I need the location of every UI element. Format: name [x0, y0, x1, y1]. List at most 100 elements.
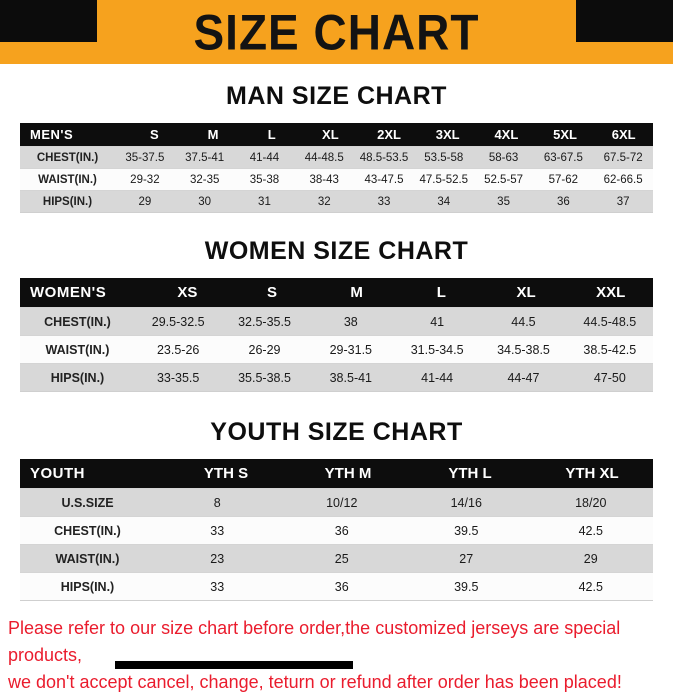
value-cell: 18/20	[575, 495, 607, 510]
value-cell: 62-66.5	[603, 173, 643, 186]
order-policy-line-2: we don't accept cancel, change, teturn o…	[8, 672, 622, 692]
section-women: WOMEN SIZE CHART WOMEN'S XS S M L XL XXL CHEST(…	[0, 237, 673, 392]
corner-block-left	[0, 0, 97, 42]
value-cell: 38.5-41	[329, 370, 373, 385]
table-row: WAIST(IN.) 23 25 27 29	[20, 544, 653, 572]
men-size-table: MEN'S S M L XL 2XL 3XL 4XL 5XL 6XL CHEST(IN.) 35-37…	[20, 123, 653, 213]
order-policy-line-1: Please refer to our size chart before or…	[8, 618, 621, 665]
row-label: CHEST(IN.)	[36, 151, 99, 164]
value-cell: 42.5	[578, 523, 603, 538]
value-cell: 43-47.5	[364, 173, 404, 186]
header-cell: YTH S	[203, 465, 249, 482]
table-header-row: YOUTH YTH S YTH M YTH L YTH XL	[20, 459, 653, 488]
value-cell: 33	[210, 579, 225, 594]
value-cell: 27	[459, 551, 474, 566]
value-cell: 36	[334, 579, 349, 594]
header-cell: S	[267, 284, 278, 301]
table-header-row: WOMEN'S XS S M L XL XXL	[20, 278, 653, 307]
header-cell: M	[207, 127, 219, 142]
size-charts: MAN SIZE CHART MEN'S S M L XL 2XL 3XL 4XL 5XL 6XL…	[0, 82, 673, 696]
value-cell: 30	[198, 195, 212, 208]
header-cell: XL	[516, 284, 536, 301]
page-title: SIZE CHART	[193, 3, 480, 61]
row-label: CHEST(IN.)	[54, 523, 121, 538]
value-cell: 58-63	[488, 151, 519, 164]
section-youth: YOUTH SIZE CHART YOUTH YTH S YTH M YTH L YTH…	[0, 418, 673, 601]
value-cell: 39.5	[454, 579, 479, 594]
header-cell: 3XL	[435, 127, 460, 142]
value-cell: 33	[377, 195, 391, 208]
row-label: HIPS(IN.)	[60, 579, 115, 594]
value-cell: 29-32	[130, 173, 160, 186]
value-cell: 10/12	[326, 495, 358, 510]
header-cell: YTH M	[324, 465, 372, 482]
header-cell: M	[350, 284, 363, 301]
value-cell: 38.5-42.5	[583, 342, 637, 357]
section-heading-men: MAN SIZE CHART	[226, 82, 447, 110]
value-cell: 34.5-38.5	[497, 342, 550, 357]
value-cell: 52.5-57	[484, 173, 524, 186]
header-cell: 2XL	[377, 127, 401, 142]
header-cell: 5XL	[553, 127, 577, 142]
bottom-black-bar	[115, 661, 353, 669]
value-cell: 36	[556, 195, 570, 208]
header-cell: 6XL	[611, 127, 636, 142]
value-cell: 47.5-52.5	[419, 173, 469, 186]
header-cell: XS	[177, 284, 198, 301]
value-cell: 34	[437, 195, 451, 208]
corner-block-right	[576, 0, 673, 42]
table-row: CHEST(IN.) 29.5-32.5 32.5-35.5 38 41 44.5 44.5…	[20, 307, 653, 335]
value-cell: 41	[430, 314, 445, 329]
value-cell: 33	[210, 523, 225, 538]
value-cell: 32-35	[189, 173, 220, 186]
value-cell: 33-35.5	[156, 370, 200, 385]
table-row: HIPS(IN.) 33-35.5 35.5-38.5 38.5-41 41-44 44-…	[20, 363, 653, 391]
value-cell: 48.5-53.5	[359, 151, 409, 164]
value-cell: 37.5-41	[185, 151, 225, 164]
value-cell: 36	[334, 523, 349, 538]
table-row: HIPS(IN.) 33 36 39.5 42.5	[20, 572, 653, 600]
section-heading-youth: YOUTH SIZE CHART	[210, 418, 463, 446]
value-cell: 23	[210, 551, 225, 566]
header-cell: 4XL	[494, 127, 519, 142]
section-heading-women: WOMEN SIZE CHART	[204, 237, 469, 265]
header-cell: L	[267, 127, 276, 142]
value-cell: 42.5	[578, 579, 603, 594]
value-cell: 35-38	[249, 173, 280, 186]
banner: SIZE CHART	[0, 0, 673, 64]
value-cell: 44.5	[511, 314, 536, 329]
value-cell: 29	[583, 551, 598, 566]
value-cell: 35.5-38.5	[238, 370, 291, 385]
value-cell: 53.5-58	[424, 151, 464, 164]
table-row: CHEST(IN.) 35-37.5 37.5-41 41-44 44-48.5 48.5…	[20, 146, 653, 168]
value-cell: 41-44	[421, 370, 454, 385]
women-size-table: WOMEN'S XS S M L XL XXL CHEST(IN.) 29.5-32.5 32.5…	[20, 278, 653, 392]
section-men: MAN SIZE CHART MEN'S S M L XL 2XL 3XL 4XL 5XL 6XL…	[0, 82, 673, 213]
row-label: HIPS(IN.)	[42, 195, 93, 208]
value-cell: 32	[317, 195, 331, 208]
row-label: CHEST(IN.)	[44, 314, 111, 329]
value-cell: 37	[616, 195, 630, 208]
header-cell: YOUTH	[30, 465, 85, 482]
value-cell: 47-50	[593, 370, 626, 385]
table-row: WAIST(IN.) 29-32 32-35 35-38 38-43 43-47.5 47.…	[20, 168, 653, 190]
value-cell: 57-62	[548, 173, 579, 186]
header-cell: YTH XL	[565, 465, 619, 482]
value-cell: 25	[334, 551, 349, 566]
row-label: HIPS(IN.)	[50, 370, 105, 385]
value-cell: 63-67.5	[543, 151, 583, 164]
value-cell: 38-43	[309, 173, 339, 186]
header-cell: S	[150, 127, 159, 142]
value-cell: 31	[258, 195, 271, 208]
table-row: U.S.SIZE 8 10/12 14/16 18/20	[20, 488, 653, 516]
value-cell: 29-31.5	[329, 342, 373, 357]
value-cell: 44.5-48.5	[583, 314, 637, 329]
header-cell: XXL	[596, 284, 626, 301]
value-cell: 29.5-32.5	[151, 314, 205, 329]
row-label: WAIST(IN.)	[45, 342, 110, 357]
value-cell: 29	[138, 195, 152, 208]
table-row: WAIST(IN.) 23.5-26 26-29 29-31.5 31.5-34.5 34…	[20, 335, 653, 363]
table-row: HIPS(IN.) 29 30 31 32 33 34 35 36 37	[20, 190, 653, 212]
header-cell: YTH L	[448, 465, 492, 482]
header-cell: WOMEN'S	[30, 284, 107, 301]
